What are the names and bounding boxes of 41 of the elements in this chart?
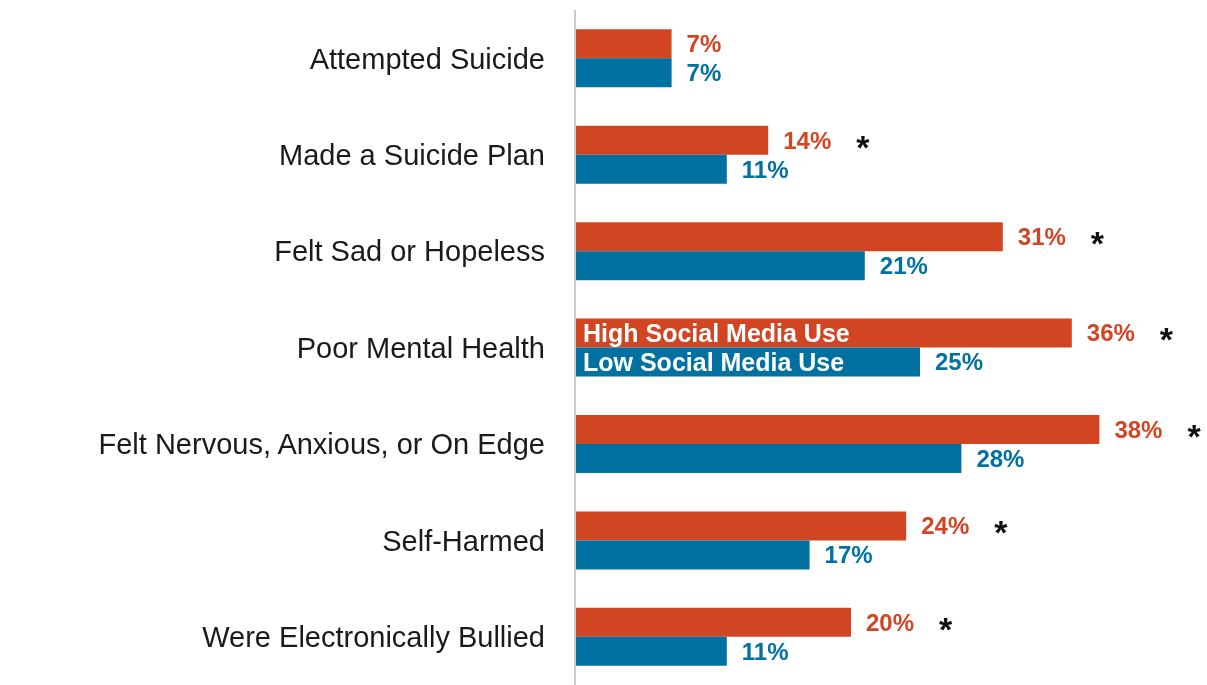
annotation: * bbox=[856, 127, 871, 166]
data-label: 21% bbox=[879, 252, 928, 280]
y-tick-label: Self-Harmed bbox=[382, 524, 545, 557]
data-label: 17% bbox=[824, 541, 873, 569]
series-label: High Social Media Use bbox=[583, 318, 850, 347]
annotation: * bbox=[994, 513, 1009, 552]
bar bbox=[575, 29, 672, 59]
data-label: 36% bbox=[1086, 319, 1135, 347]
bar bbox=[575, 415, 1100, 444]
data-label: 20% bbox=[866, 608, 915, 636]
bar bbox=[575, 125, 769, 155]
data-label: 24% bbox=[921, 512, 970, 540]
y-tick-label: Made a Suicide Plan bbox=[279, 138, 545, 171]
bar bbox=[575, 636, 727, 666]
y-tick-label: Felt Sad or Hopeless bbox=[274, 235, 545, 268]
bar bbox=[575, 607, 851, 637]
annotation: * bbox=[1090, 223, 1105, 262]
y-tick-label: Were Electronically Bullied bbox=[202, 621, 545, 654]
data-label: 11% bbox=[741, 637, 789, 665]
bar bbox=[575, 222, 1003, 252]
data-label: 7% bbox=[686, 30, 722, 58]
text: * bbox=[1187, 416, 1202, 455]
bar bbox=[575, 251, 865, 281]
bar bbox=[575, 58, 672, 88]
data-label: 25% bbox=[935, 348, 984, 376]
bar bbox=[575, 511, 907, 541]
data-label: 7% bbox=[686, 59, 722, 87]
y-tick-label: Felt Nervous, Anxious, or On Edge bbox=[98, 428, 545, 461]
series-label: Low Social Media Use bbox=[583, 347, 845, 376]
data-label: 38% bbox=[1114, 415, 1163, 443]
data-label: 28% bbox=[976, 444, 1025, 472]
data-label: 31% bbox=[1017, 223, 1066, 251]
annotation: * bbox=[939, 609, 953, 648]
text: * bbox=[1159, 320, 1174, 359]
y-tick-label: Attempted Suicide bbox=[309, 42, 545, 75]
bar bbox=[575, 540, 810, 570]
y-tick-label: Poor Mental Health bbox=[296, 331, 545, 364]
bar bbox=[575, 444, 962, 473]
bar bbox=[575, 154, 727, 184]
data-label: 14% bbox=[783, 126, 832, 154]
data-label: 11% bbox=[741, 155, 789, 183]
